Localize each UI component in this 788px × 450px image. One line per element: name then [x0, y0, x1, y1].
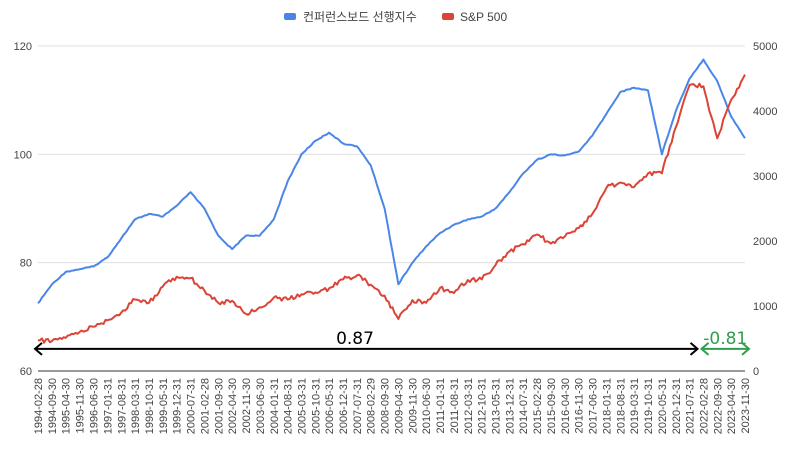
x-tick-label: 1998-10-31 [144, 378, 156, 434]
left-tick-label: 60 [20, 366, 32, 378]
series-line-sp500 [37, 74, 746, 344]
gridlines [38, 45, 745, 372]
x-tick-label: 2022-02-28 [698, 378, 710, 434]
x-tick-label: 2004-01-31 [269, 378, 281, 434]
annotation-arrowhead-right [741, 342, 751, 356]
x-tick-label: 2017-06-30 [588, 378, 600, 434]
x-tick-label: 1999-05-31 [158, 378, 170, 434]
x-tick-label: 2012-10-31 [477, 378, 489, 434]
x-tick-label: 2019-03-31 [629, 378, 641, 434]
x-tick-label: 2021-07-31 [685, 378, 697, 434]
x-tick-label: 2010-06-30 [421, 378, 433, 434]
x-tick-label: 2019-10-31 [643, 378, 655, 434]
x-tick-label: 2004-08-31 [283, 378, 295, 434]
legend-item-leading-index[interactable]: 컨퍼런스보드 선행지수 [284, 9, 417, 24]
legend-swatch-sp500 [442, 13, 454, 20]
x-tick-label: 1994-09-30 [47, 378, 59, 434]
annotation-arrowhead-right [689, 342, 700, 356]
x-tick-label: 2011-08-31 [449, 378, 461, 433]
x-tick-label: 2020-12-31 [671, 378, 683, 434]
x-tick-label: 2007-07-31 [352, 378, 364, 434]
x-tick-label: 2001-02-28 [199, 378, 211, 434]
x-tick-label: 2009-04-30 [393, 378, 405, 434]
legend-label-sp500: S&P 500 [460, 10, 507, 24]
annotation-arrowhead-left [699, 342, 710, 356]
x-tick-label: 2006-05-31 [324, 378, 336, 434]
x-tick-label: 2023-04-30 [726, 378, 738, 434]
left-tick-label: 100 [14, 149, 32, 161]
x-tick-label: 2008-09-30 [380, 378, 392, 434]
x-tick-label: 2009-11-30 [407, 378, 419, 433]
x-tick-label: 2013-05-31 [490, 378, 502, 434]
x-tick-label: 2022-09-30 [712, 378, 724, 434]
x-tick-label: 2006-12-31 [338, 378, 350, 434]
x-tick-label: 2002-11-30 [241, 378, 253, 433]
legend: 컨퍼런스보드 선행지수 S&P 500 [284, 9, 507, 24]
legend-swatch-leading-index [284, 13, 296, 20]
series-line-leading-index [37, 58, 746, 304]
x-tick-label: 2016-04-30 [560, 378, 572, 434]
x-tick-label: 2018-08-31 [615, 378, 627, 434]
x-tick-label: 2023-11-30 [740, 378, 752, 433]
x-tick-label: 1999-12-31 [172, 378, 184, 434]
x-tick-label: 2016-11-30 [574, 378, 586, 433]
x-tick-label: 1995-04-30 [61, 378, 73, 434]
x-tick-label: 2012-03-31 [463, 378, 475, 434]
x-tick-label: 2005-03-31 [296, 378, 308, 434]
x-tick-label: 1998-03-31 [130, 378, 142, 434]
left-tick-label: 120 [14, 41, 32, 53]
x-tick-label: 2020-05-31 [657, 378, 669, 434]
x-tick-label: 1997-08-31 [116, 378, 128, 434]
x-tick-label: 2001-09-30 [213, 378, 225, 434]
x-tick-label: 1994-02-28 [33, 378, 45, 434]
x-tick-label: 1995-11-30 [75, 378, 87, 433]
right-axis: 0 1000 2000 3000 4000 5000 [753, 41, 777, 378]
left-axis: 60 80 100 120 [14, 41, 32, 378]
x-tick-label: 2008-02-29 [366, 378, 378, 434]
right-tick-label: 2000 [753, 236, 777, 248]
right-tick-label: 0 [753, 366, 759, 378]
x-tick-label: 2015-09-30 [546, 378, 558, 434]
left-tick-label: 80 [20, 258, 32, 270]
right-tick-label: 5000 [753, 41, 777, 53]
right-tick-label: 3000 [753, 171, 777, 183]
x-tick-label: 2011-01-31 [435, 378, 447, 433]
x-axis: 1994-02-28 1994-09-30 1995-04-30 1995-11-30… [33, 378, 752, 434]
legend-item-sp500[interactable]: S&P 500 [442, 10, 507, 24]
legend-label-leading-index: 컨퍼런스보드 선행지수 [303, 9, 417, 24]
x-tick-label: 2002-04-30 [227, 378, 239, 434]
right-tick-label: 4000 [753, 106, 777, 118]
x-tick-label: 2014-07-31 [518, 378, 530, 434]
x-tick-label: 1996-06-30 [88, 378, 100, 434]
x-tick-label: 2003-06-30 [255, 378, 267, 434]
x-tick-label: 2015-02-28 [532, 378, 544, 434]
series-group [37, 58, 746, 344]
annotation-arrowhead-left [33, 342, 43, 356]
annotation-label: 0.87 [336, 329, 374, 349]
annotations: 0.87 -0.81 [33, 329, 751, 356]
x-tick-label: 2000-07-31 [186, 378, 198, 434]
x-tick-label: 1997-01-31 [102, 378, 114, 434]
right-tick-label: 1000 [753, 301, 777, 313]
x-tick-label: 2018-01-31 [601, 378, 613, 434]
x-tick-label: 2013-12-31 [504, 378, 516, 434]
annotation-label: -0.81 [703, 329, 747, 349]
x-tick-label: 2005-10-31 [310, 378, 322, 434]
